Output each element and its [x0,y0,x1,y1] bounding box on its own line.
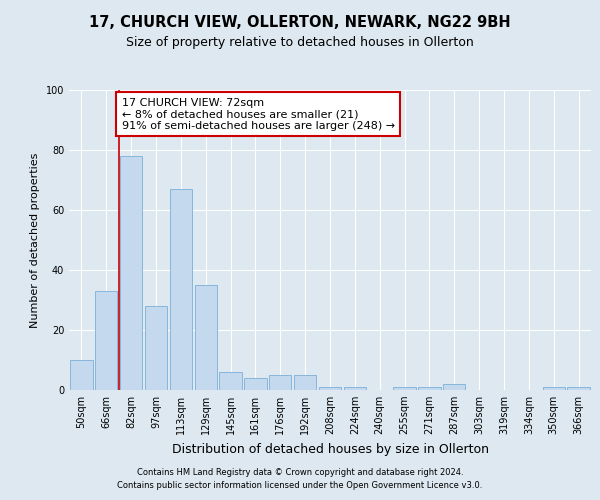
Bar [269,375,292,390]
Bar [568,387,590,390]
Bar [194,285,217,390]
Bar [319,387,341,390]
Y-axis label: Number of detached properties: Number of detached properties [30,152,40,328]
Text: Size of property relative to detached houses in Ollerton: Size of property relative to detached ho… [126,36,474,49]
Text: 17, CHURCH VIEW, OLLERTON, NEWARK, NG22 9BH: 17, CHURCH VIEW, OLLERTON, NEWARK, NG22 … [89,15,511,30]
Bar [95,291,118,390]
Bar [344,387,366,390]
Bar [70,360,92,390]
Bar [394,387,416,390]
Bar [542,387,565,390]
Bar [418,387,440,390]
Bar [443,384,466,390]
Text: Contains HM Land Registry data © Crown copyright and database right 2024.: Contains HM Land Registry data © Crown c… [137,468,463,477]
Bar [220,372,242,390]
Text: Contains public sector information licensed under the Open Government Licence v3: Contains public sector information licen… [118,480,482,490]
Bar [120,156,142,390]
Bar [145,306,167,390]
Bar [244,378,266,390]
Text: 17 CHURCH VIEW: 72sqm
← 8% of detached houses are smaller (21)
91% of semi-detac: 17 CHURCH VIEW: 72sqm ← 8% of detached h… [122,98,395,130]
Bar [170,189,192,390]
Bar [294,375,316,390]
X-axis label: Distribution of detached houses by size in Ollerton: Distribution of detached houses by size … [172,442,488,456]
